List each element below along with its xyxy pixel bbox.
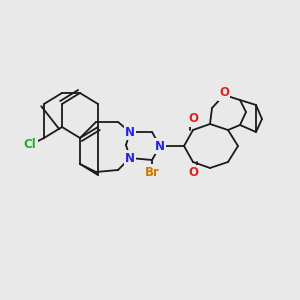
- Text: Br: Br: [145, 166, 159, 178]
- Text: O: O: [219, 86, 229, 100]
- Text: N: N: [155, 140, 165, 152]
- Text: O: O: [188, 167, 198, 179]
- Text: N: N: [125, 152, 135, 164]
- Text: N: N: [125, 125, 135, 139]
- Text: O: O: [188, 112, 198, 125]
- Text: Cl: Cl: [24, 139, 36, 152]
